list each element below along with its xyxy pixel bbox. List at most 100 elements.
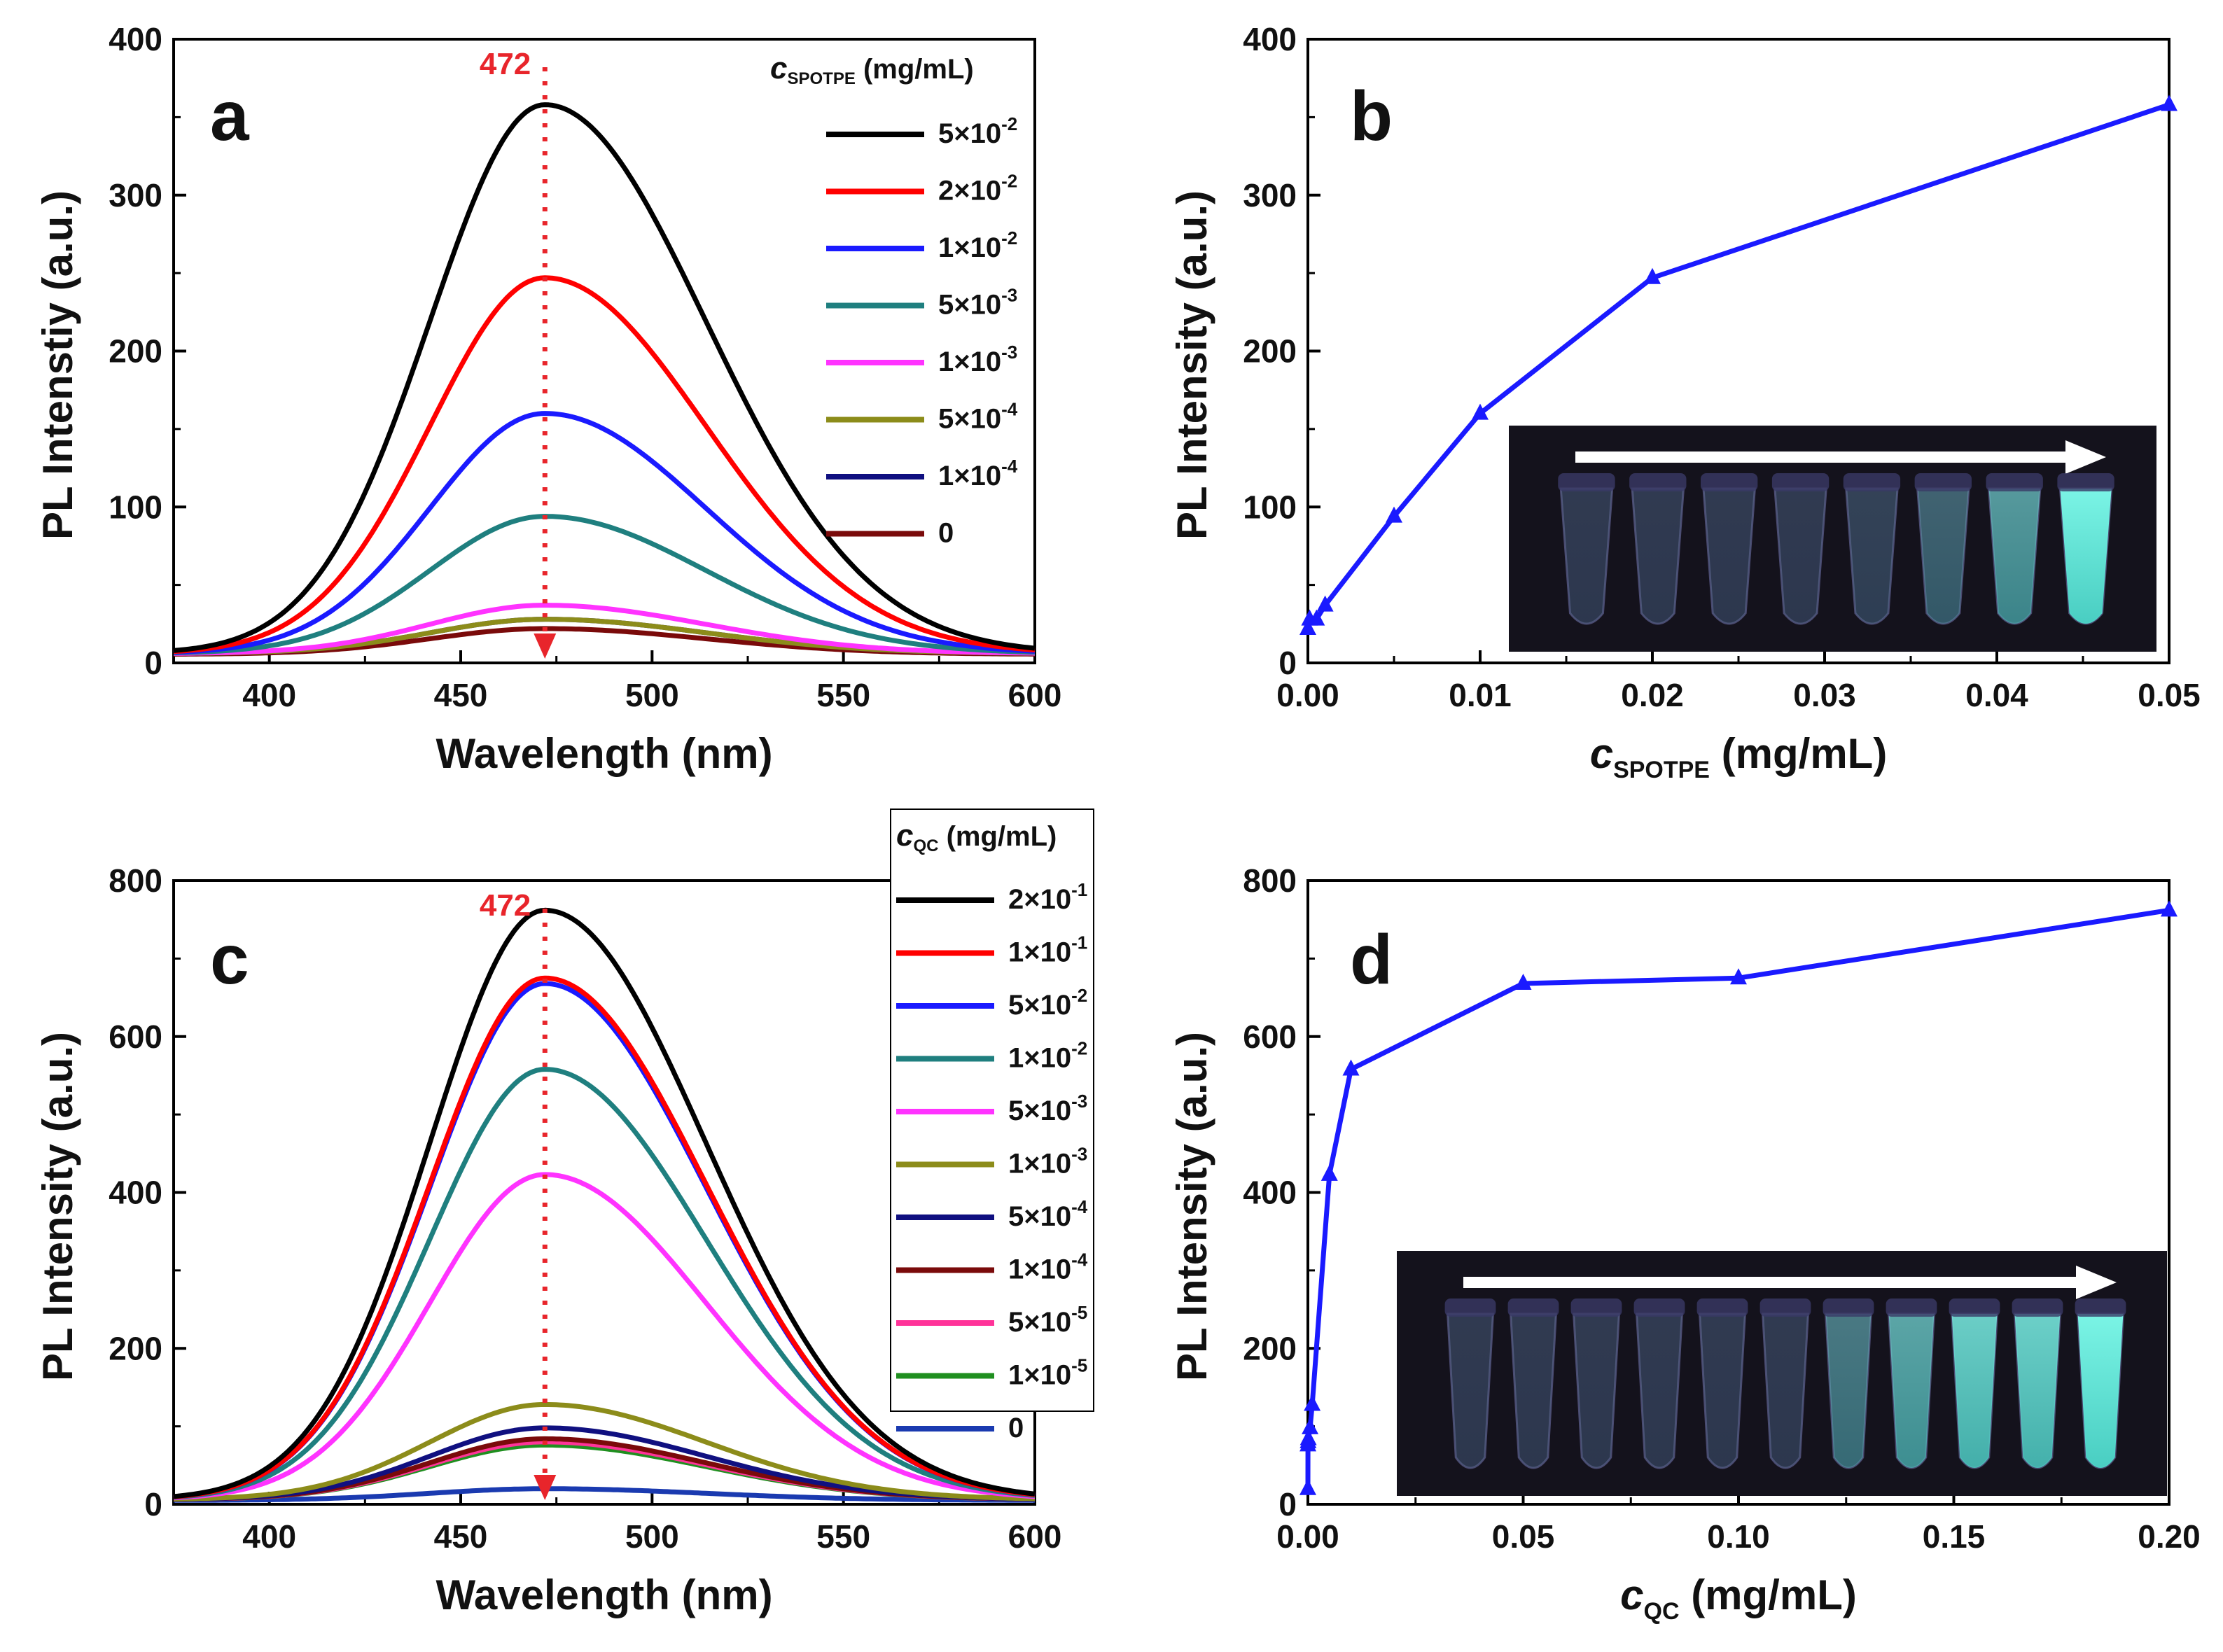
vial-cap-d [1886,1298,1937,1317]
x-tick-label-c: 500 [625,1518,679,1555]
vial-glow-d [1447,1314,1493,1468]
legend-label-c: 2×10-1 [1008,879,1087,915]
vial-cap-b [1701,473,1758,491]
legend-title-var: c [770,51,787,85]
x-tick-label-c: 400 [242,1518,296,1555]
x-axis-label-var: c [1620,1572,1643,1618]
vial-glow-b [1917,489,1969,624]
legend-label-c: 1×10-4 [1008,1250,1088,1285]
y-tick-label-c: 400 [109,1175,162,1211]
vial-cap-d [1759,1298,1811,1317]
vial-glow-b [1703,489,1755,624]
legend-title-sub: QC [913,836,938,855]
legend-exponent: -5 [1071,1355,1087,1376]
legend-mantissa: 5×10 [1008,1307,1071,1338]
legend-mantissa: 0 [938,518,954,549]
legend-exponent: -2 [1071,985,1087,1006]
y-tick-label-d: 800 [1243,862,1297,899]
peak-arrow-c [534,1475,557,1500]
legend-label-a: 1×10-3 [938,342,1017,377]
inset-background-b [1509,426,2156,652]
data-point-d [1342,1059,1360,1076]
legend-mantissa: 1×10 [1008,1149,1071,1180]
data-point-d [1320,1164,1338,1181]
y-tick-label-d: 200 [1243,1330,1297,1366]
x-tick-label-c: 450 [434,1518,488,1555]
legend-exponent: -4 [1071,1250,1088,1270]
series-line-a-4 [173,603,1036,656]
legend-mantissa: 1×10 [1008,937,1071,968]
vial-cap-d [2075,1298,2126,1317]
legend-mantissa: 1×10 [1008,1360,1071,1391]
panel-letter-b: b [1350,77,1393,155]
y-axis-label-b: PL Intensity (a.u.) [1169,190,1215,540]
vial-cap-d [1444,1298,1496,1317]
legend-mantissa: 1×10 [938,232,1001,263]
y-axis-label-d: PL Intensity (a.u.) [1169,1032,1215,1381]
peak-label-a: 472 [480,47,531,81]
legend-label-c: 5×10-3 [1008,1091,1087,1126]
x-axis-label-sub: QC [1644,1598,1680,1625]
x-axis-label-d: cQC (mg/mL) [1620,1572,1857,1625]
legend-label-c: 1×10-2 [1008,1038,1087,1074]
x-axis-label-sub: SPOTPE [1613,757,1710,783]
x-tick-label-c: 550 [816,1518,870,1555]
vial-glow-d [1510,1314,1556,1468]
data-point-d [1304,1394,1321,1411]
y-tick-label-d: 600 [1243,1018,1297,1055]
data-point-d [1514,974,1532,990]
peak-label-c: 472 [480,888,531,923]
vial-cap-b [1629,473,1687,491]
vial-cap-d [1570,1298,1622,1317]
y-tick-label-a: 0 [144,645,162,681]
x-tick-label-b: 0.01 [1449,677,1512,713]
y-tick-label-a: 200 [109,333,162,370]
vial-glow-d [1951,1314,1998,1468]
legend-label-a: 5×10-3 [938,285,1017,321]
vial-glow-b [1846,489,1898,624]
x-tick-label-a: 450 [434,677,488,713]
legend-exponent: -2 [1001,113,1017,134]
vial-cap-d [1696,1298,1748,1317]
legend-mantissa: 1×10 [1008,1043,1071,1074]
legend-label-a: 5×10-2 [938,113,1017,149]
legend-exponent: -2 [1001,171,1017,192]
y-tick-label-c: 600 [109,1018,162,1055]
panel-letter-d: d [1350,920,1393,999]
vial-cap-d [1949,1298,2000,1317]
y-tick-label-a: 400 [109,21,162,57]
x-tick-label-a: 600 [1008,677,1062,713]
legend-mantissa: 1×10 [1008,1254,1071,1285]
vial-glow-b [1632,489,1684,624]
legend-mantissa: 1×10 [938,461,1001,491]
vial-cap-d [2012,1298,2063,1317]
legend-mantissa: 5×10 [1008,1201,1071,1232]
series-line-a-0 [173,102,1036,653]
legend-exponent: -1 [1071,932,1087,953]
x-axis-label-var: c [1590,730,1613,777]
data-point-b [1386,506,1402,523]
inset-arrow-head-b [2065,440,2106,474]
series-line-c-10 [174,1486,1035,1503]
x-tick-label-a: 550 [816,677,870,713]
vial-glow-d [1762,1314,1809,1468]
legend-exponent: -1 [1071,879,1087,900]
legend-label-a: 1×10-4 [938,456,1018,491]
inset-arrow-head-d [2076,1266,2117,1299]
x-tick-label-a: 500 [625,677,679,713]
vial-glow-d [1699,1314,1745,1468]
vial-cap-b [1771,473,1830,491]
x-tick-label-b: 0.04 [1965,677,2028,713]
legend-label-a: 1×10-2 [938,227,1017,263]
legend-exponent: -2 [1071,1038,1087,1059]
vial-glow-d [1825,1314,1872,1468]
series-line-c-3 [173,1067,1036,1500]
legend-title-unit: (mg/mL) [856,54,974,85]
panel-letter-c: c [210,920,249,999]
x-tick-label-d: 0.10 [1707,1518,1770,1555]
vial-glow-b [1561,489,1612,624]
legend-mantissa: 2×10 [938,176,1001,206]
data-point-d [1299,1478,1316,1495]
y-tick-label-c: 200 [109,1330,162,1366]
